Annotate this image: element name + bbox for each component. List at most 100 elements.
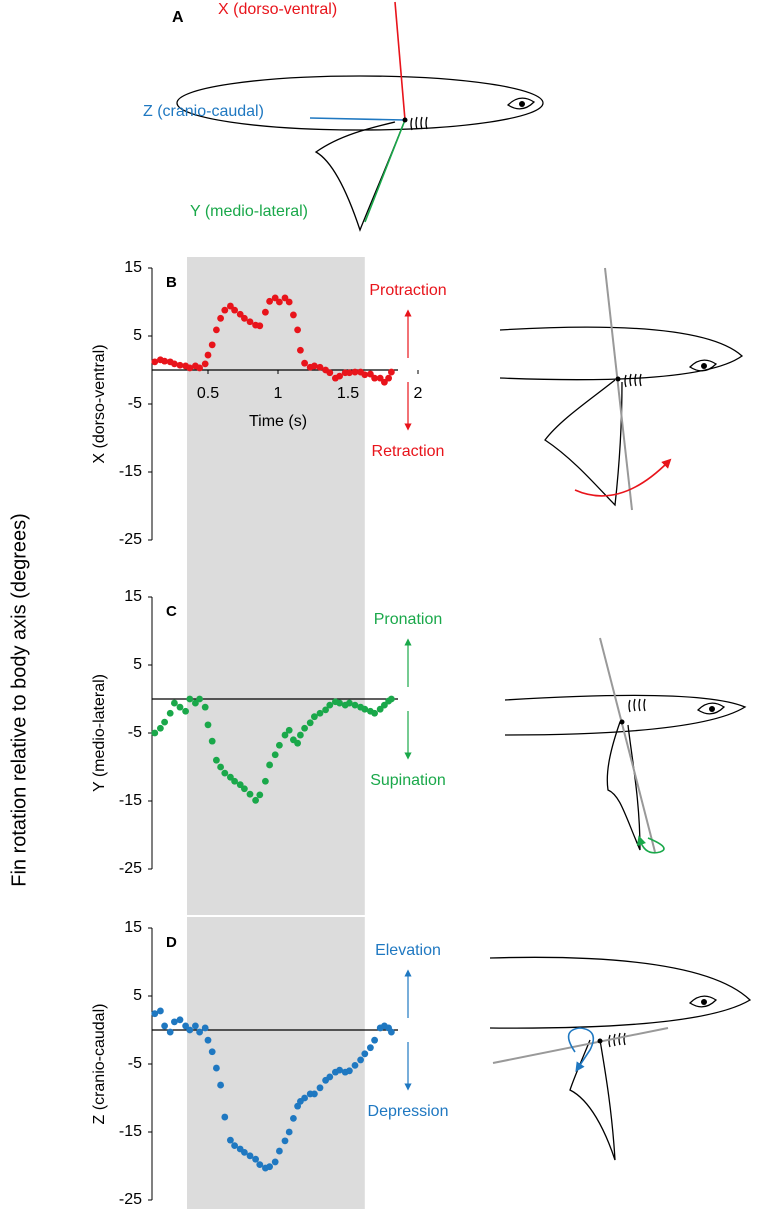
data-point	[204, 1036, 212, 1044]
data-point	[271, 751, 279, 759]
x-tick-label: 1	[274, 385, 283, 402]
data-point	[176, 703, 184, 711]
data-point	[186, 1026, 194, 1034]
data-point	[290, 1115, 297, 1122]
data-point	[285, 298, 293, 306]
direction-label: Protraction	[369, 282, 446, 299]
data-point	[266, 761, 273, 769]
x-tick-label: 0.5	[197, 385, 219, 402]
data-point	[201, 1024, 209, 1032]
data-point	[256, 791, 264, 799]
data-point	[196, 364, 204, 372]
data-point	[385, 374, 392, 382]
data-point	[227, 302, 234, 310]
data-point	[171, 699, 178, 707]
data-point	[351, 701, 359, 709]
data-point	[376, 705, 384, 713]
data-point	[204, 721, 212, 729]
x-tick-label: 1.5	[337, 385, 359, 402]
data-point	[290, 311, 297, 319]
data-point	[297, 731, 304, 739]
highlight-band	[187, 586, 365, 915]
data-point	[186, 364, 194, 372]
figure-y-label: Fin rotation relative to body axis (degr…	[8, 513, 30, 887]
data-point	[351, 1061, 359, 1069]
data-point	[161, 718, 169, 726]
data-point	[326, 701, 334, 709]
data-point	[241, 314, 248, 322]
data-point	[271, 294, 279, 302]
data-point	[208, 341, 216, 349]
data-point	[294, 739, 301, 747]
y-axis-label: Z (cranio-caudal)	[91, 1004, 108, 1125]
data-point	[326, 1073, 334, 1081]
data-point	[346, 1067, 353, 1075]
axis-label: X (dorso-ventral)	[218, 1, 337, 18]
data-point	[204, 351, 212, 359]
data-point	[157, 1007, 164, 1015]
data-point	[301, 724, 308, 732]
axis-label: Y (medio-lateral)	[190, 203, 308, 220]
data-point	[371, 709, 378, 717]
data-point	[266, 1163, 273, 1171]
panel-label: B	[166, 274, 177, 291]
data-point	[151, 1010, 159, 1018]
data-point	[217, 763, 225, 771]
data-point	[186, 695, 194, 703]
y-axis-label: Y (medio-lateral)	[91, 674, 108, 792]
direction-label: Elevation	[375, 942, 441, 959]
data-point	[367, 370, 374, 378]
data-point	[196, 695, 204, 703]
data-point	[176, 361, 184, 369]
data-point	[306, 719, 314, 727]
data-point	[311, 1090, 318, 1098]
data-point	[262, 308, 269, 316]
y-tick-label: -15	[119, 792, 142, 809]
shark-b	[499, 267, 744, 511]
data-point	[281, 731, 289, 739]
data-point	[161, 1022, 169, 1030]
data-point	[201, 360, 209, 368]
data-point	[326, 369, 334, 377]
data-point	[311, 362, 318, 370]
data-point	[217, 314, 225, 322]
y-tick-label: 5	[133, 327, 142, 344]
data-point	[241, 785, 248, 793]
data-point	[171, 1018, 178, 1026]
data-point	[271, 1158, 279, 1166]
data-point	[227, 1136, 234, 1144]
data-point	[276, 1147, 283, 1155]
y-tick-label: 5	[133, 656, 142, 673]
data-point	[388, 695, 395, 703]
data-point	[367, 1044, 374, 1052]
x-tick-label: 2	[414, 385, 423, 402]
data-point	[281, 294, 289, 302]
data-point	[357, 1056, 364, 1064]
shark-d	[489, 956, 752, 1161]
data-point	[311, 713, 318, 721]
data-point	[208, 1048, 216, 1056]
y-tick-label: -25	[119, 1191, 142, 1208]
direction-label: Retraction	[372, 443, 445, 460]
shark-c	[504, 637, 747, 854]
data-point	[246, 1152, 254, 1160]
data-point	[246, 790, 254, 798]
data-point	[336, 1066, 343, 1074]
data-point	[157, 724, 164, 732]
data-point	[171, 360, 178, 368]
y-tick-label: -25	[119, 531, 142, 548]
data-point	[256, 1161, 264, 1169]
data-point	[322, 706, 329, 714]
data-point	[361, 1050, 369, 1058]
data-point	[294, 326, 301, 334]
y-tick-label: -15	[119, 463, 142, 480]
data-point	[276, 298, 283, 306]
y-axis-label: X (dorso-ventral)	[91, 344, 108, 463]
data-point	[361, 371, 369, 379]
data-point	[201, 703, 209, 711]
data-point	[316, 709, 324, 717]
data-point	[151, 358, 159, 366]
data-point	[192, 699, 199, 707]
data-point	[196, 1028, 204, 1036]
y-tick-label: -5	[128, 1055, 142, 1072]
